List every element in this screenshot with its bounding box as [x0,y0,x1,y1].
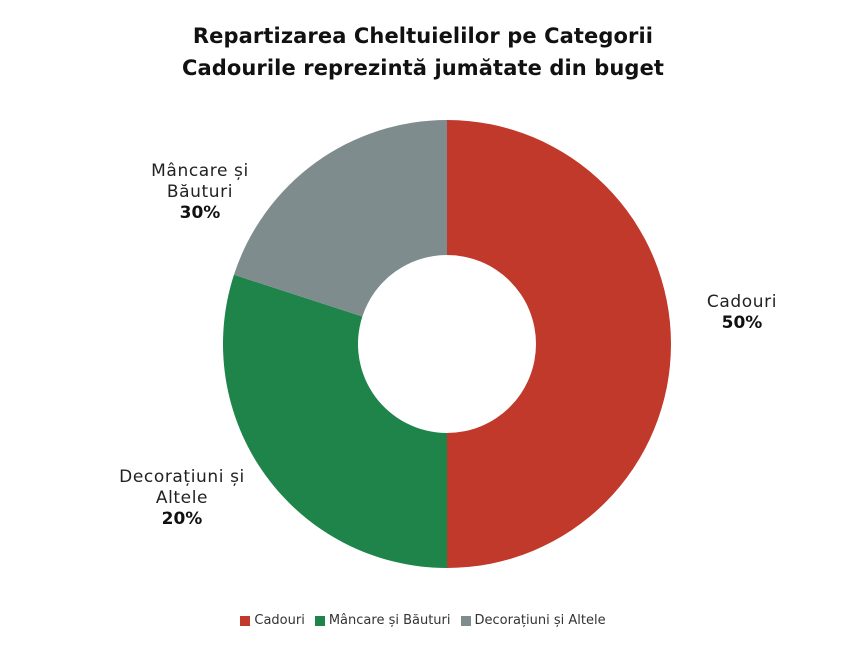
legend-label: Cadouri [254,613,305,628]
label-percent: 50% [721,313,763,333]
label-name-line2: Băuturi [166,182,234,202]
chart-subtitle: Cadourile reprezintă jumătate din buget [181,56,665,80]
label-name: Cadouri [706,292,778,312]
legend-item-mancare[interactable]: Mâncare și Băuturi [314,613,451,628]
legend-item-decoratiuni[interactable]: Decorațiuni și Altele [460,613,606,628]
label-mancare: Mâncare și Băuturi 30% [120,161,280,224]
legend: Cadouri Mâncare și Băuturi Decorațiuni ș… [0,613,846,628]
chart-title: Repartizarea Cheltuielilor pe Categorii [192,24,654,48]
slice-mancare[interactable] [223,274,447,568]
label-percent: 20% [161,509,203,529]
legend-label: Decorațiuni și Altele [474,613,606,628]
label-name: Mâncare și [151,161,249,181]
legend-item-cadouri[interactable]: Cadouri [240,613,305,628]
label-decoratiuni: Decorațiuni și Altele 20% [92,467,272,530]
legend-label: Mâncare și Băuturi [328,613,451,628]
label-cadouri: Cadouri 50% [680,292,804,334]
label-name: Decorațiuni și [119,467,245,487]
label-name-line2: Altele [155,488,209,508]
slice-decoratiuni[interactable] [233,120,447,317]
legend-swatch [460,615,471,626]
slice-cadouri[interactable] [447,120,671,568]
label-percent: 30% [179,203,221,223]
legend-swatch [240,615,251,626]
legend-swatch [314,615,325,626]
